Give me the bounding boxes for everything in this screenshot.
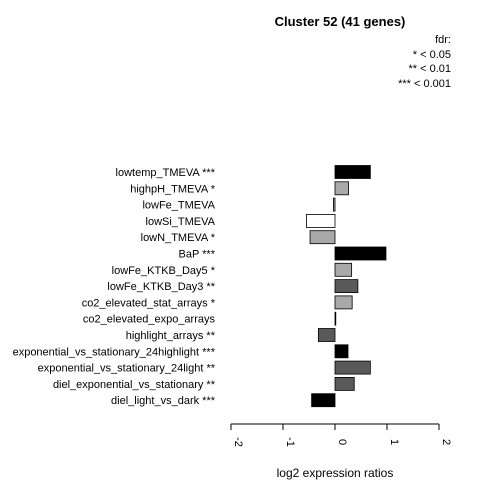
x-tick-label: 0 bbox=[336, 439, 348, 445]
category-label: exponential_vs_stationary_24light ** bbox=[38, 363, 216, 375]
x-tick-label: 2 bbox=[440, 439, 452, 445]
legend-entry: ** < 0.01 bbox=[408, 63, 451, 75]
category-label: lowSi_TMEVA bbox=[146, 216, 216, 228]
category-label: lowFe_TMEVA bbox=[142, 200, 215, 212]
bar bbox=[333, 197, 336, 212]
bar bbox=[334, 165, 371, 179]
fdr-legend: fdr: * < 0.05 ** < 0.01 *** < 0.001 bbox=[398, 33, 451, 91]
x-tick-label: -2 bbox=[232, 437, 244, 447]
category-label: lowN_TMEVA * bbox=[141, 232, 216, 244]
category-label: lowtemp_TMEVA *** bbox=[116, 167, 216, 179]
bar bbox=[334, 311, 337, 326]
bar bbox=[334, 279, 359, 294]
legend-heading: fdr: bbox=[435, 34, 451, 46]
legend-entry: * < 0.05 bbox=[412, 48, 451, 61]
bar bbox=[311, 393, 336, 408]
category-label: co2_elevated_stat_arrays * bbox=[82, 297, 216, 309]
x-axis-label: log2 expression ratios bbox=[277, 466, 394, 480]
bar bbox=[334, 360, 371, 375]
category-label: diel_light_vs_dark *** bbox=[111, 395, 216, 407]
bar bbox=[334, 295, 353, 310]
x-tick-label: 1 bbox=[388, 439, 400, 445]
bar bbox=[334, 344, 349, 359]
category-label: co2_elevated_expo_arrays bbox=[83, 314, 216, 326]
category-label: BaP *** bbox=[179, 249, 216, 261]
bar bbox=[334, 376, 355, 391]
bar bbox=[334, 262, 353, 277]
category-label: lowFe_KTKB_Day5 * bbox=[112, 265, 216, 277]
category-label: diel_exponential_vs_stationary ** bbox=[53, 379, 216, 391]
bar bbox=[317, 328, 336, 342]
legend-entry: *** < 0.001 bbox=[398, 77, 451, 90]
category-label: highpH_TMEVA * bbox=[130, 183, 216, 195]
bar bbox=[309, 230, 336, 245]
category-label: highlight_arrays ** bbox=[126, 330, 216, 342]
category-labels: lowtemp_TMEVA *** highpH_TMEVA * lowFe_TME… bbox=[13, 167, 216, 407]
chart-title: Cluster 52 (41 genes) bbox=[274, 14, 406, 29]
bars-layer bbox=[305, 165, 387, 408]
bar bbox=[305, 213, 336, 228]
x-axis: -2 -1 0 1 2 bbox=[230, 423, 452, 447]
x-tick-label: -1 bbox=[284, 437, 296, 447]
category-label: exponential_vs_stationary_24highlight **… bbox=[13, 346, 216, 358]
category-label: lowFe_KTKB_Day3 ** bbox=[107, 281, 215, 293]
bar bbox=[334, 181, 349, 196]
bar bbox=[334, 246, 387, 261]
